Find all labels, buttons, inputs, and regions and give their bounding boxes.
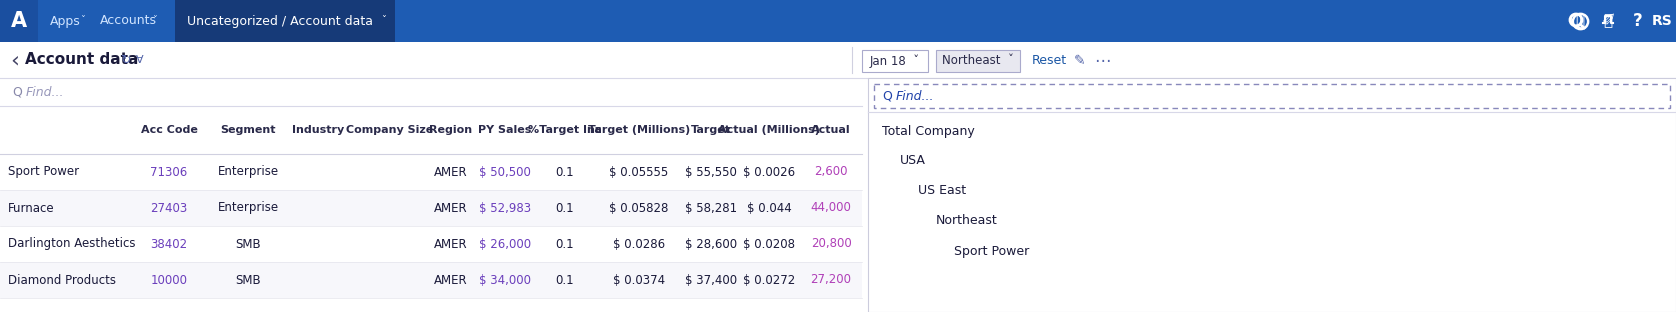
Text: %Target Inc: %Target Inc <box>528 125 602 135</box>
Text: $ 0.0026: $ 0.0026 <box>742 165 794 178</box>
Text: 0.1: 0.1 <box>556 165 575 178</box>
Text: Sport Power: Sport Power <box>8 165 79 178</box>
Text: SMB: SMB <box>235 274 261 286</box>
Bar <box>0 0 1676 42</box>
Text: Company Size: Company Size <box>347 125 434 135</box>
Text: Enterprise: Enterprise <box>218 202 278 215</box>
Text: RS: RS <box>1651 14 1673 28</box>
Text: 27403: 27403 <box>151 202 188 215</box>
Text: 🔍: 🔍 <box>1575 13 1584 28</box>
Text: Ɐ: Ɐ <box>136 55 144 65</box>
Text: $ 52,983: $ 52,983 <box>479 202 531 215</box>
Text: SMB: SMB <box>235 237 261 251</box>
Text: 10000: 10000 <box>151 274 188 286</box>
Text: Q: Q <box>12 85 22 99</box>
Text: 71306: 71306 <box>151 165 188 178</box>
Text: 44,000: 44,000 <box>811 202 851 215</box>
Bar <box>0 190 861 226</box>
Text: Actual: Actual <box>811 125 851 135</box>
Text: Reset: Reset <box>1032 55 1068 67</box>
Text: Account data: Account data <box>25 52 139 67</box>
Text: Find...: Find... <box>897 90 935 103</box>
Text: $ 37,400: $ 37,400 <box>685 274 737 286</box>
Bar <box>0 262 861 298</box>
Text: Apps: Apps <box>50 14 80 27</box>
Bar <box>935 50 1021 72</box>
Text: AMER: AMER <box>434 165 468 178</box>
Text: 0.1: 0.1 <box>556 237 575 251</box>
Text: ✐: ✐ <box>1601 12 1616 30</box>
Text: $ 50,500: $ 50,500 <box>479 165 531 178</box>
Text: Uncategorized / Account data: Uncategorized / Account data <box>188 14 374 27</box>
Text: $ 0.05555: $ 0.05555 <box>610 165 669 178</box>
Text: $ 34,000: $ 34,000 <box>479 274 531 286</box>
Text: USA: USA <box>900 154 925 168</box>
Bar <box>868 78 1676 312</box>
Text: Region: Region <box>429 125 473 135</box>
Bar <box>0 78 861 106</box>
Text: Enterprise: Enterprise <box>218 165 278 178</box>
Text: AMER: AMER <box>434 202 468 215</box>
Text: ‹: ‹ <box>10 50 18 70</box>
Bar <box>0 154 861 190</box>
Text: Target (Millions): Target (Millions) <box>588 125 691 135</box>
Text: ˇ: ˇ <box>80 16 85 26</box>
Text: $ 26,000: $ 26,000 <box>479 237 531 251</box>
Text: 20,800: 20,800 <box>811 237 851 251</box>
Text: $ 58,281: $ 58,281 <box>685 202 737 215</box>
Text: 38402: 38402 <box>151 237 188 251</box>
Text: Northeast: Northeast <box>935 215 997 227</box>
Text: $ 0.044: $ 0.044 <box>746 202 791 215</box>
Text: Jan 18  ˇ: Jan 18 ˇ <box>870 54 920 68</box>
Text: Q: Q <box>882 90 892 103</box>
Text: ?: ? <box>1632 12 1642 30</box>
Bar <box>0 42 1676 78</box>
Text: $ 0.0374: $ 0.0374 <box>613 274 665 286</box>
Text: ⋯: ⋯ <box>1094 52 1111 70</box>
Text: $ 0.05828: $ 0.05828 <box>610 202 669 215</box>
Text: $ 28,600: $ 28,600 <box>685 237 737 251</box>
Text: Q: Q <box>1569 12 1584 30</box>
Text: $ 0.0286: $ 0.0286 <box>613 237 665 251</box>
Text: $ 0.0272: $ 0.0272 <box>742 274 794 286</box>
Text: Actual (Millions): Actual (Millions) <box>717 125 820 135</box>
Text: Northeast  ˇ: Northeast ˇ <box>942 55 1014 67</box>
Text: Target: Target <box>691 125 731 135</box>
Text: ✎: ✎ <box>1074 54 1086 68</box>
Text: ˇ: ˇ <box>380 16 385 26</box>
Text: US East: US East <box>918 184 965 197</box>
Text: 27,200: 27,200 <box>811 274 851 286</box>
Text: $ 55,550: $ 55,550 <box>685 165 737 178</box>
Bar <box>0 106 861 154</box>
Text: PY Sales: PY Sales <box>478 125 531 135</box>
Text: Furnace: Furnace <box>8 202 55 215</box>
Text: Darlington Aesthetics: Darlington Aesthetics <box>8 237 136 251</box>
Text: 2,600: 2,600 <box>815 165 848 178</box>
Text: Total Company: Total Company <box>882 124 975 138</box>
Text: $ 0.0208: $ 0.0208 <box>742 237 794 251</box>
Text: Industry: Industry <box>292 125 344 135</box>
Text: ↻: ↻ <box>121 53 131 66</box>
Text: Accounts: Accounts <box>101 14 158 27</box>
Text: 0.1: 0.1 <box>556 202 575 215</box>
Text: Find...: Find... <box>27 85 64 99</box>
Text: Acc Code: Acc Code <box>141 125 198 135</box>
Text: Sport Power: Sport Power <box>954 245 1029 257</box>
Bar <box>861 50 929 72</box>
Text: ˇ: ˇ <box>153 16 158 26</box>
Text: AMER: AMER <box>434 274 468 286</box>
Text: Diamond Products: Diamond Products <box>8 274 116 286</box>
Bar <box>0 226 861 262</box>
Text: ⏰: ⏰ <box>1604 13 1612 28</box>
Text: 0.1: 0.1 <box>556 274 575 286</box>
Text: A: A <box>12 11 27 31</box>
Text: Segment: Segment <box>220 125 277 135</box>
Bar <box>0 0 39 42</box>
Bar <box>174 0 396 42</box>
Text: AMER: AMER <box>434 237 468 251</box>
